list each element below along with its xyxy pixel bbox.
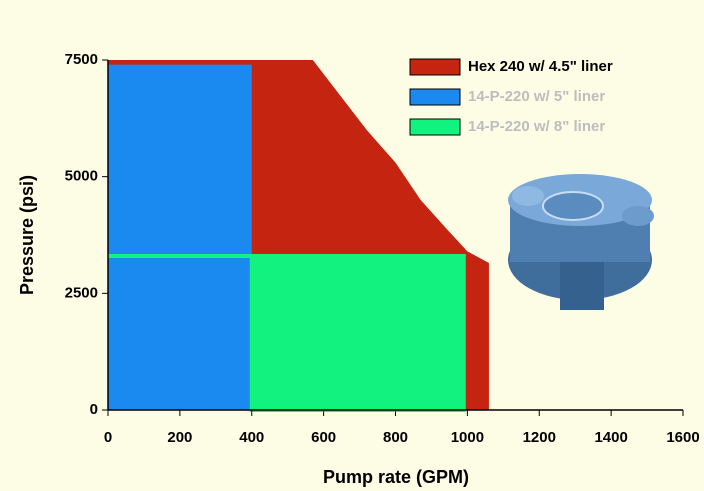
y-tick-label: 2500 (65, 284, 98, 301)
x-tick-label: 200 (167, 429, 192, 446)
x-tick-label: 600 (311, 429, 336, 446)
legend-label: Hex 240 w/ 4.5" liner (468, 58, 613, 75)
y-tick-label: 5000 (65, 168, 98, 185)
y-axis-label: Pressure (psi) (17, 175, 37, 295)
legend-swatch (409, 88, 461, 106)
area (108, 64, 252, 411)
x-tick-label: 1600 (666, 429, 699, 446)
legend-label: 14-P-220 w/ 8" liner (468, 118, 605, 135)
legend-swatch (409, 58, 461, 76)
legend-label: 14-P-220 w/ 5" liner (468, 88, 605, 105)
x-tick-label: 400 (239, 429, 264, 446)
x-tick-label: 0 (104, 429, 112, 446)
x-tick-label: 1000 (451, 429, 484, 446)
y-tick-label: 0 (90, 401, 98, 418)
x-tick-label: 800 (383, 429, 408, 446)
plot-area (107, 60, 683, 412)
pump-illustration (508, 174, 654, 310)
x-tick-label: 1200 (523, 429, 556, 446)
y-tick-label: 7500 (65, 51, 98, 68)
x-tick-label: 1400 (594, 429, 627, 446)
x-axis-label: Pump rate (GPM) (323, 467, 469, 487)
legend-swatch (409, 118, 461, 136)
